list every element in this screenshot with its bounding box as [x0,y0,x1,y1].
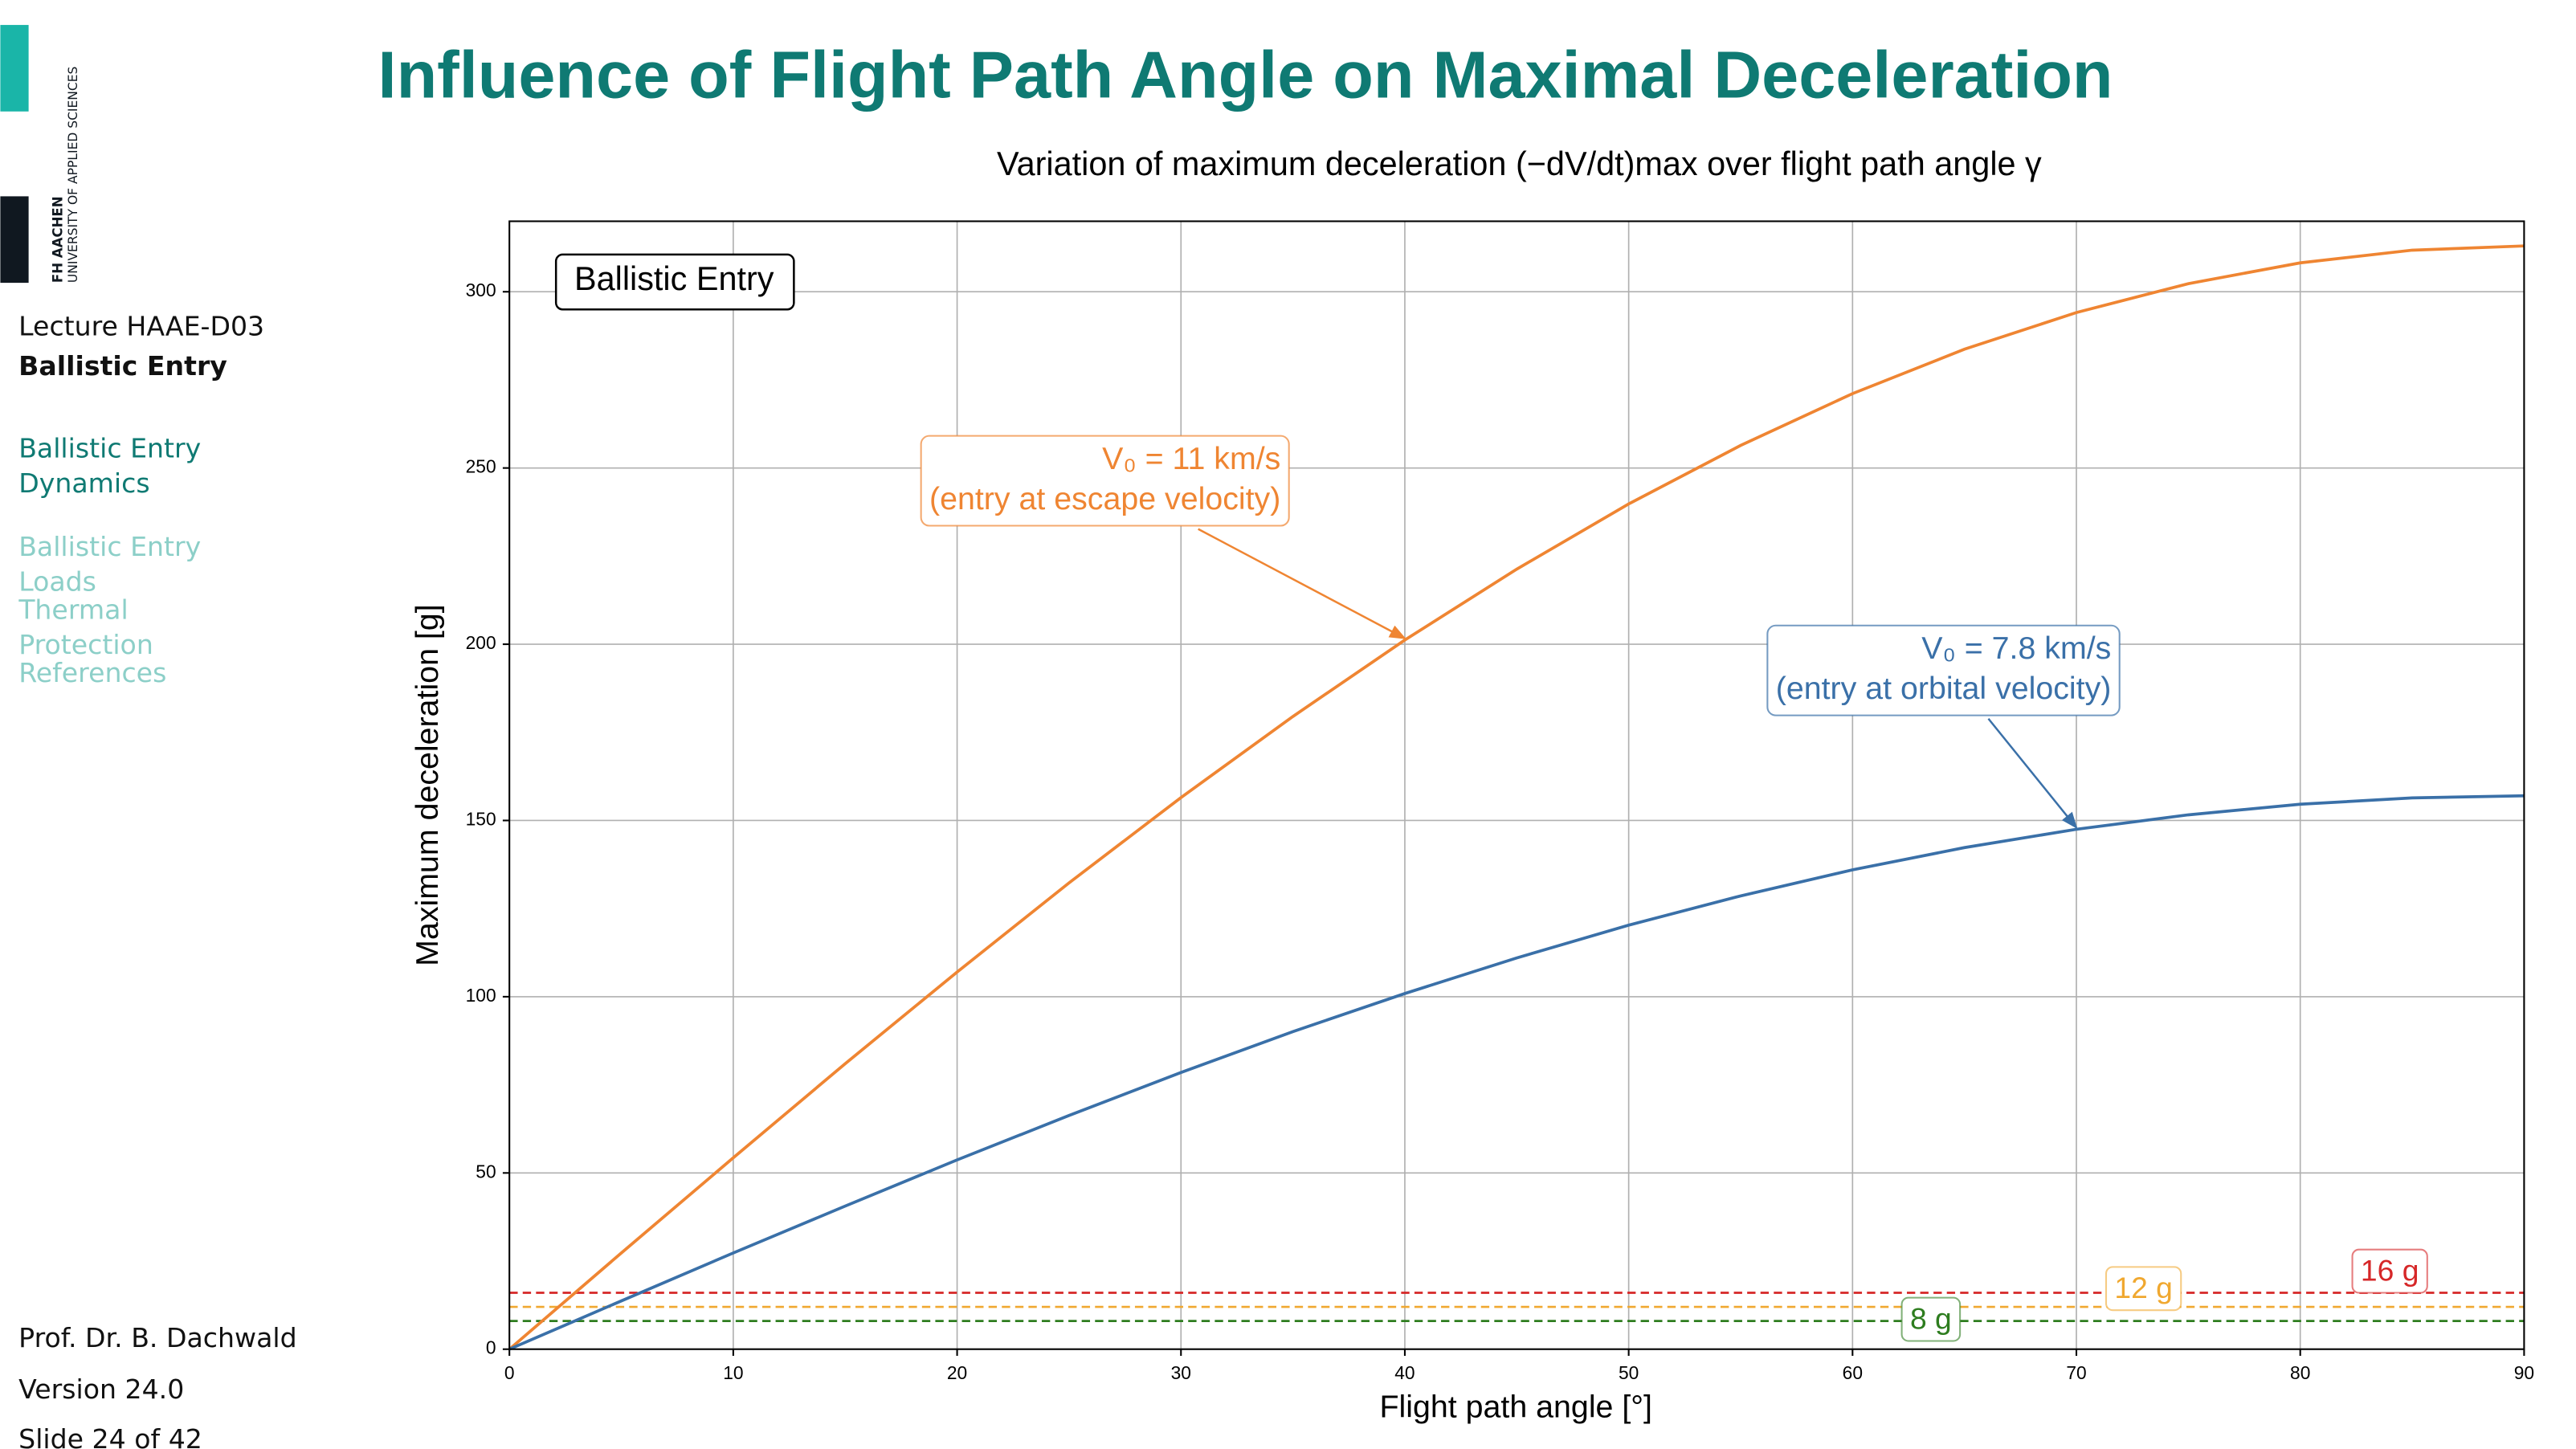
annotation-box [920,435,1290,527]
logo-block [0,25,29,112]
section: Ballistic Entry [18,350,227,382]
x-tick-label: 20 [947,1362,967,1383]
box-label-frame [554,253,795,311]
y-tick-label: 300 [466,280,496,300]
series-line [508,244,2525,1351]
x-tick-label: 60 [1843,1362,1863,1383]
chart-title: Variation of maximum deceleration (−dV/d… [997,145,2042,182]
plot-frame [508,220,2525,1350]
nav-item[interactable]: Ballistic Entry Loads [18,530,202,598]
reference-label-box [1900,1296,1962,1342]
y-tick-label: 200 [466,632,496,653]
reference-label: 12 g [2114,1271,2173,1304]
y-axis-label: Maximum deceleration [g] [410,604,445,965]
box-label: Ballistic Entry [574,260,774,297]
reference-label: 16 g [2361,1254,2419,1288]
y-tick-label: 50 [476,1161,496,1182]
nav-item-box: Ballistic Entry Dynamics [18,432,202,500]
x-tick-label: 0 [504,1362,515,1383]
nav-item-box: Ballistic Entry Loads [18,530,202,598]
slide-number: Slide 24 of 42 [18,1423,202,1449]
logo-subtitle: UNIVERSITY OF APPLIED SCIENCES [66,67,80,284]
logo-block [0,196,29,284]
x-tick-label: 70 [2066,1362,2086,1383]
x-tick-label: 10 [723,1362,743,1383]
x-axis-label: Flight path angle [°] [1380,1390,1652,1425]
y-tick-label: 250 [466,456,496,477]
nav-item-box: Thermal Protection [18,594,153,661]
nav-item[interactable]: References [18,657,167,689]
nav: Ballistic Entry Dynamics Ballistic Entry … [18,432,202,689]
series-line [508,794,2525,1351]
annotation-arrow [1987,717,2078,829]
reference-label: 8 g [1910,1301,1952,1335]
series-annotation: (entry at escape velocity) [929,481,1280,516]
nav-item[interactable]: Ballistic Entry Dynamics [18,432,202,500]
x-tick-label: 80 [2290,1362,2310,1383]
series-annotation: (entry at orbital velocity) [1776,671,2112,706]
nav-item[interactable]: Thermal Protection [18,594,153,661]
x-tick-label: 30 [1171,1362,1191,1383]
series-name: V₀ = 11 km/s [1102,441,1280,476]
series-name: V₀ = 7.8 km/s [1921,631,2111,666]
x-tick-label: 90 [2514,1362,2534,1383]
annotation-box [1766,624,2121,716]
reference-label-box [2104,1266,2182,1312]
version: Version 24.0 [18,1373,184,1405]
logo-name: FH AACHEN [50,196,65,283]
x-tick-label: 40 [1394,1362,1415,1383]
reference-label-box [2351,1248,2428,1294]
annotation-arrow [1198,528,1406,639]
author: Prof. Dr. B. Dachwald [18,1322,296,1353]
x-tick-label: 50 [1619,1362,1639,1383]
y-tick-label: 150 [466,808,496,829]
lecture: Lecture HAAE-D03 [18,311,264,342]
chart: 0 10 20 30 40 50 60 70 80 90 0 50 100 150 200 250 300 16 … [410,145,2534,1425]
y-tick-label: 100 [466,985,496,1006]
slide-title: Influence of Flight Path Angle on Maxima… [378,37,2113,112]
y-tick-label: 0 [486,1337,496,1358]
nav-item-box: References [18,657,167,689]
